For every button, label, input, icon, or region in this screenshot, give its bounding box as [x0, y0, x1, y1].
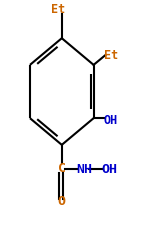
Text: Et: Et	[105, 49, 119, 62]
Text: OH: OH	[104, 114, 118, 127]
Text: C: C	[58, 162, 66, 174]
Text: OH: OH	[101, 163, 117, 176]
Text: O: O	[57, 195, 65, 208]
Text: Et: Et	[51, 3, 65, 16]
Text: NH: NH	[76, 163, 92, 176]
